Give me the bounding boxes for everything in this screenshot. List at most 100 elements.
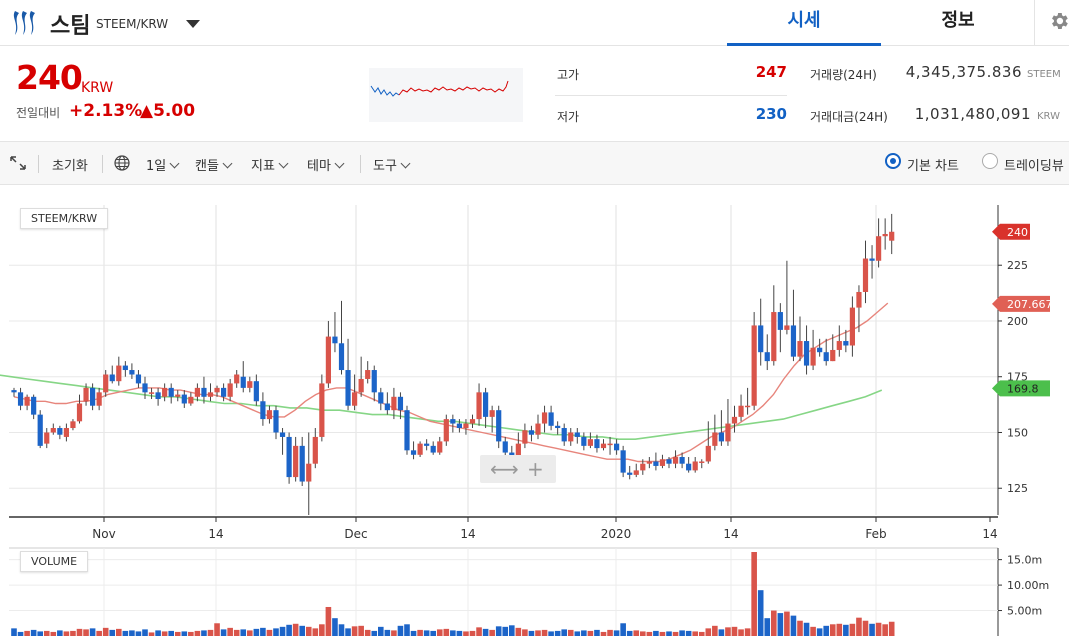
tab-price[interactable]: 시세	[727, 0, 881, 46]
candle-body	[803, 341, 810, 366]
gear-icon[interactable]	[1048, 10, 1069, 32]
price-summary: 240 KRW 전일대비 +2.13% ▲5.00 고가 247 저가 230 …	[0, 46, 1069, 142]
candle-body	[90, 387, 96, 406]
chevron-down-icon	[169, 158, 180, 169]
divider	[38, 155, 39, 173]
coin-name[interactable]: 스팀	[50, 14, 91, 39]
candle-body	[201, 387, 207, 397]
tools-dropdown[interactable]: 도구	[373, 155, 411, 174]
volume-bar	[181, 631, 188, 636]
candle-body	[672, 457, 679, 464]
period-dropdown[interactable]: 1일	[146, 155, 180, 174]
candle-body	[430, 445, 436, 453]
volume-bar	[43, 630, 50, 636]
candle-body	[260, 401, 266, 420]
coin-pair[interactable]: STEEM/KRW	[96, 17, 169, 31]
price-unit: KRW	[81, 80, 114, 96]
chevron-down-icon[interactable]	[186, 20, 200, 28]
basic-chart-radio[interactable]	[885, 153, 901, 169]
candle-body	[600, 443, 607, 449]
candle-body	[162, 387, 168, 397]
tab-info[interactable]: 정보	[941, 10, 975, 31]
candle-body	[253, 381, 259, 402]
change-amount: ▲5.00	[140, 101, 196, 121]
volume-bar	[148, 632, 155, 636]
candle-body	[587, 439, 593, 446]
volume-bar	[659, 631, 666, 636]
y-tick-label: 225	[1007, 259, 1028, 272]
candle-body	[142, 383, 148, 393]
theme-dropdown[interactable]: 테마	[307, 155, 345, 174]
reset-button[interactable]: 초기화	[52, 159, 88, 174]
volume-bar	[672, 631, 679, 636]
volume-bar	[849, 623, 856, 636]
candle-body	[175, 394, 181, 397]
volume-bar	[764, 618, 771, 636]
volume-bar	[305, 626, 312, 636]
volume-bar	[751, 552, 757, 636]
volume-bar	[30, 629, 37, 636]
current-price: 240	[16, 58, 83, 97]
y-tick-label: 150	[1007, 426, 1028, 439]
volume-bar	[600, 631, 607, 636]
candle-body	[129, 370, 135, 375]
x-tick-label: 14	[723, 527, 738, 541]
candle-body	[843, 341, 849, 346]
candle-body	[614, 443, 620, 451]
chart-area[interactable]: 125 150 175 200 225 Nov 14 Dec 14 2020 14 Feb 14 240 2…	[0, 185, 1069, 636]
volume-bar	[201, 630, 207, 636]
high-value: 247	[755, 63, 787, 81]
candle-body	[240, 376, 246, 388]
volume-bar	[319, 624, 325, 636]
volume-bar	[371, 630, 378, 636]
price-tag-label: 240	[1007, 226, 1028, 239]
candle-body	[607, 443, 613, 446]
candle-body	[410, 450, 417, 455]
candle-body	[882, 233, 888, 237]
basic-chart-label[interactable]: 기본 차트	[907, 159, 959, 174]
candle-body	[679, 457, 685, 464]
expand-icon[interactable]	[10, 156, 26, 170]
indicator-dropdown[interactable]: 지표	[251, 155, 289, 174]
volume-bar	[613, 630, 620, 636]
y-tick-label: 125	[1007, 482, 1028, 495]
volume-bar	[168, 630, 174, 636]
volume-bar	[718, 629, 725, 636]
volume-bar	[233, 629, 240, 636]
volume-bar	[816, 628, 823, 636]
volume-bar	[888, 621, 895, 636]
volume-bar	[116, 628, 122, 636]
volume-bar	[391, 630, 397, 636]
candle-body	[627, 472, 633, 475]
zoom-in-icon[interactable]: +	[527, 457, 544, 481]
divider	[1034, 0, 1035, 46]
zoom-controls: ⟷ +	[480, 455, 556, 483]
volume-bar	[797, 620, 803, 636]
volume-bar	[57, 630, 63, 636]
volume-bar	[469, 630, 476, 636]
globe-icon[interactable]	[114, 155, 130, 171]
candle-body	[109, 374, 115, 382]
volume-bar	[698, 631, 705, 636]
candle-body	[70, 421, 76, 429]
volume-bar	[253, 628, 260, 636]
x-tick-label: Feb	[865, 527, 886, 541]
candle-body	[221, 387, 227, 397]
volume-bar	[220, 629, 227, 636]
candle-body	[50, 428, 56, 433]
zoom-out-icon[interactable]: ⟷	[490, 457, 519, 481]
tradingview-radio[interactable]	[982, 153, 998, 169]
symbol-chip: STEEM/KRW	[20, 208, 109, 229]
candle-body	[745, 405, 751, 408]
candle-dropdown[interactable]: 캔들	[195, 155, 233, 174]
volume-bar	[574, 631, 581, 636]
volume-bar	[364, 629, 371, 636]
candle-body	[725, 423, 731, 442]
volume-bar	[96, 630, 102, 636]
candle-body	[188, 396, 194, 404]
tradingview-label[interactable]: 트레이딩뷰	[1004, 159, 1064, 174]
volume-bar	[266, 629, 273, 636]
candle-body	[561, 428, 567, 442]
volume-bar	[594, 629, 600, 636]
